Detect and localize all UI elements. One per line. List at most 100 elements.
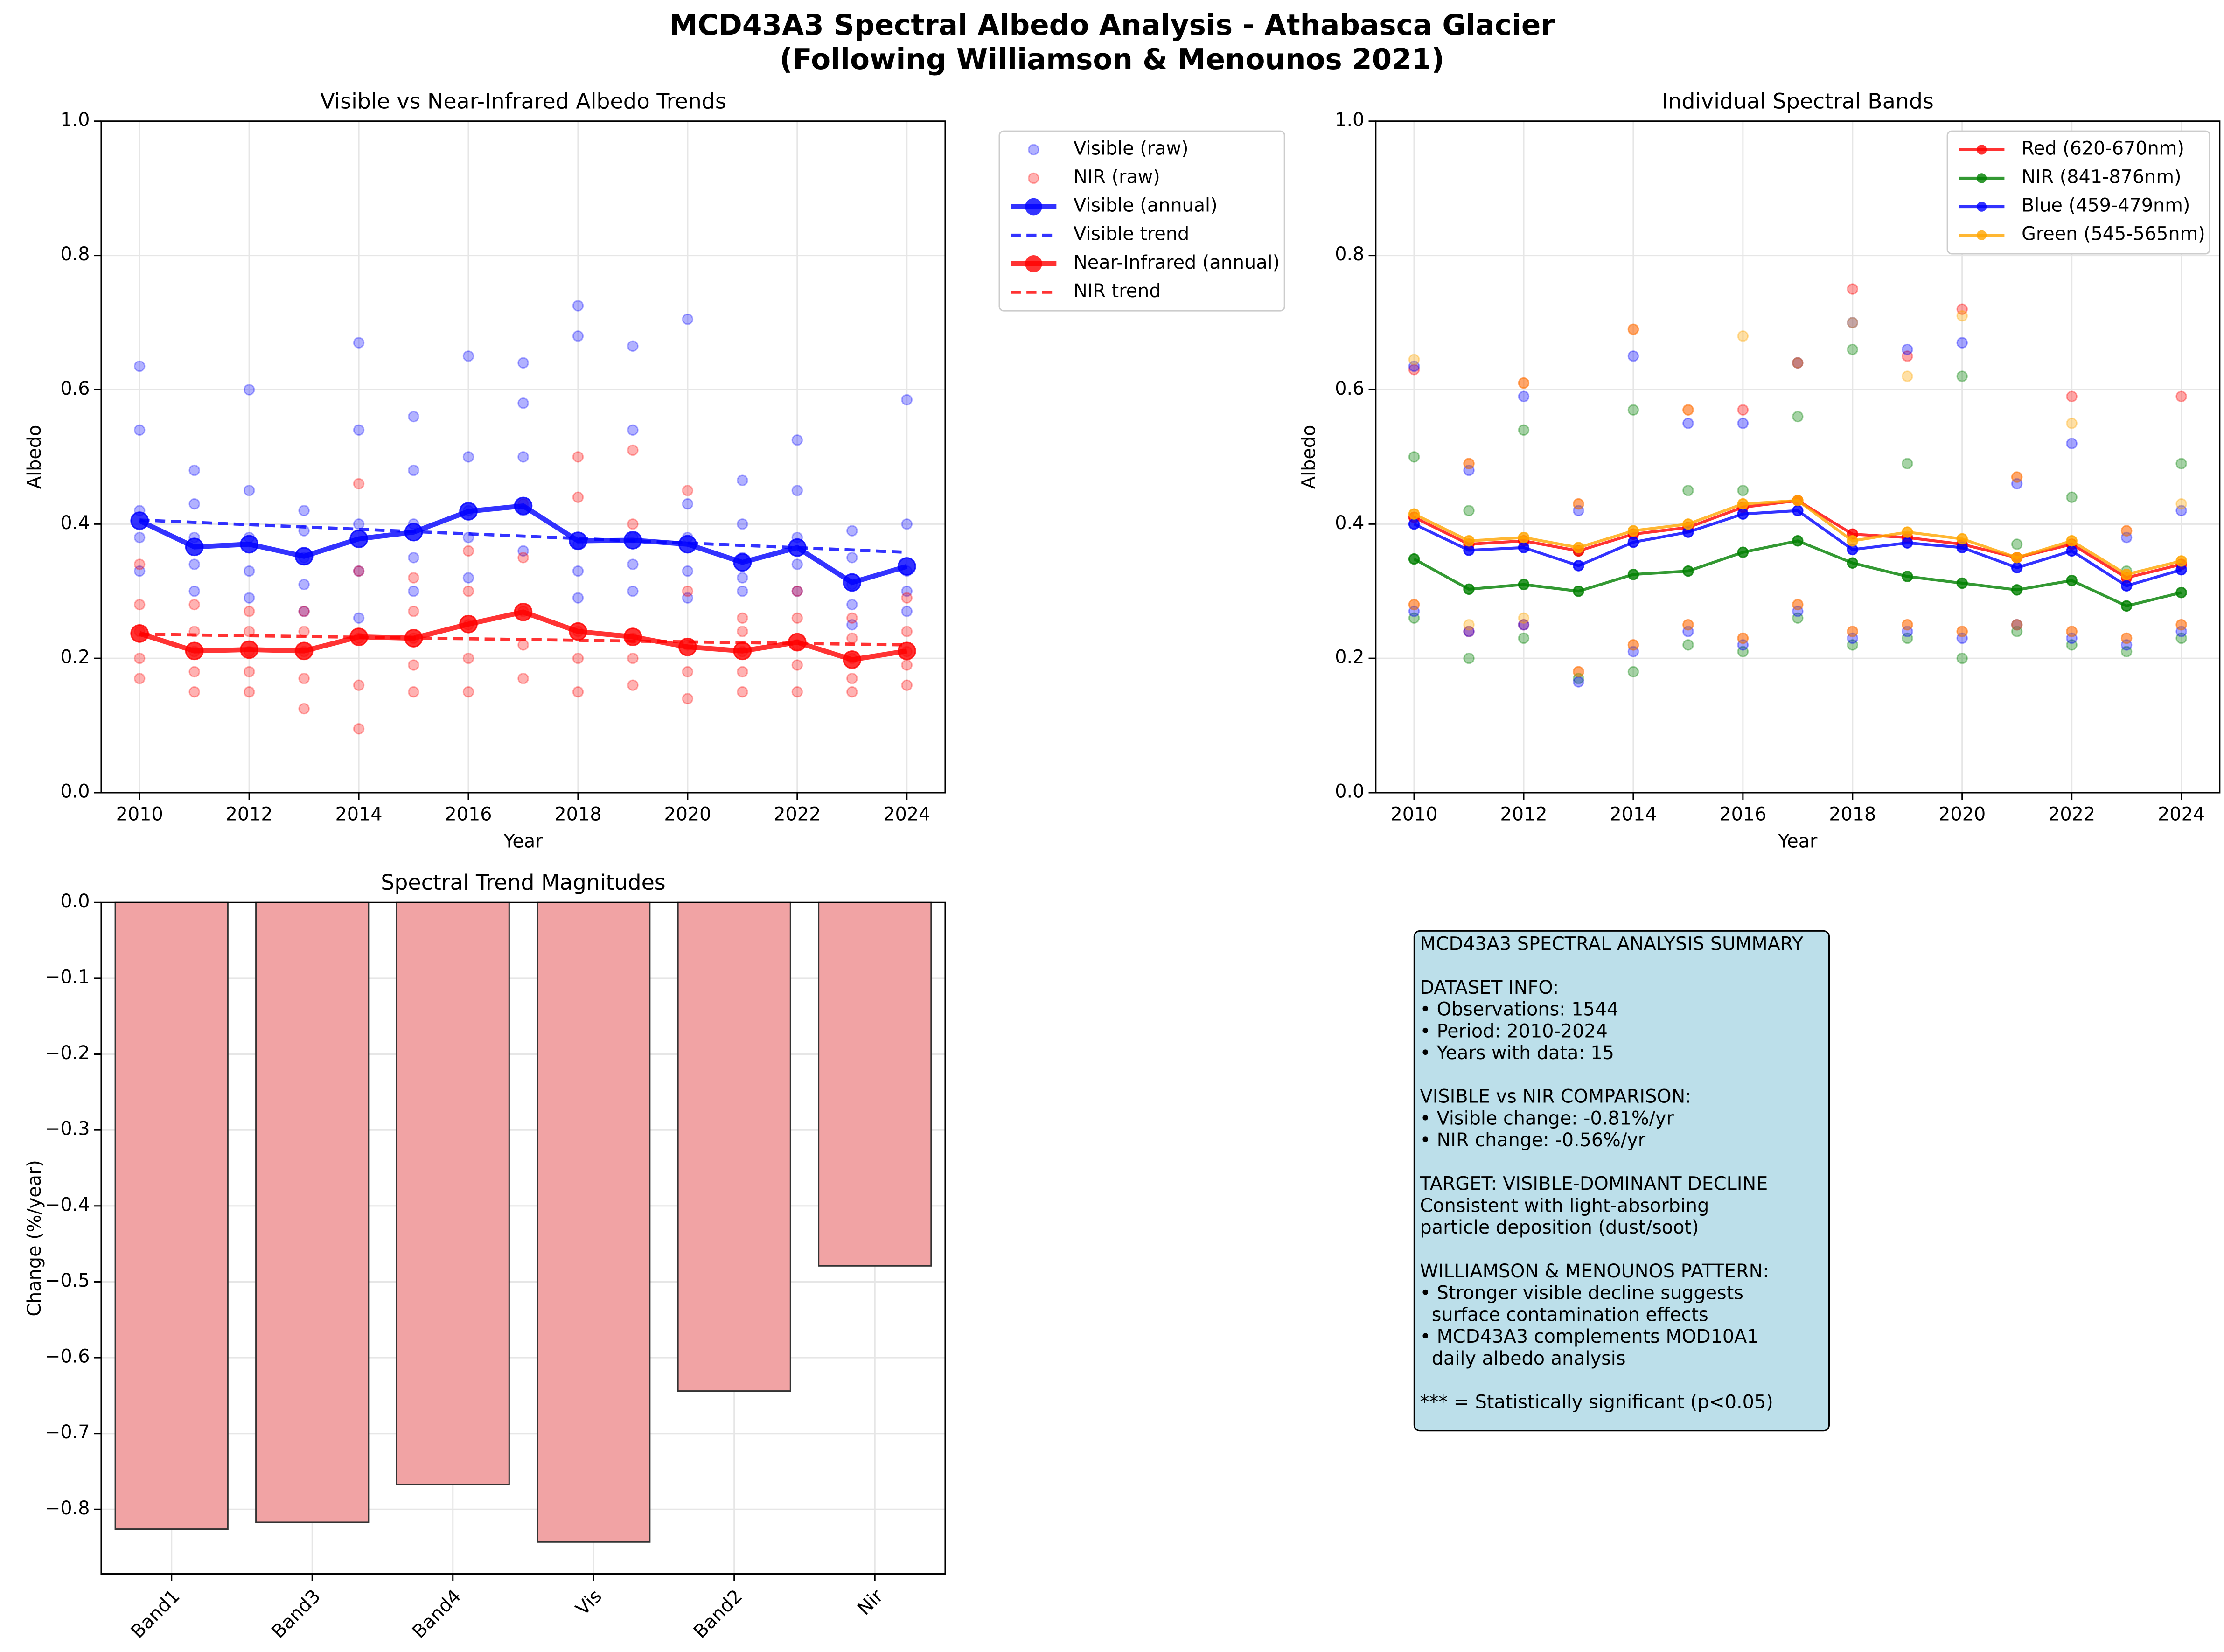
y-axis-label: Albedo bbox=[24, 425, 45, 489]
series-marker bbox=[1737, 508, 1749, 520]
series-marker bbox=[459, 502, 478, 521]
raw-point bbox=[2066, 626, 2078, 637]
raw-point bbox=[1627, 404, 1639, 416]
raw-point bbox=[188, 585, 200, 597]
raw-point bbox=[1408, 599, 1420, 611]
raw-point bbox=[682, 565, 694, 577]
raw-point bbox=[1627, 646, 1639, 657]
legend-label: NIR (841-876nm) bbox=[2022, 166, 2181, 188]
bar bbox=[396, 901, 510, 1485]
legend-symbol bbox=[1028, 144, 1039, 156]
raw-point bbox=[2011, 626, 2023, 637]
raw-point bbox=[1847, 639, 1859, 651]
x-tick-label: 2020 bbox=[1938, 803, 1986, 825]
raw-point bbox=[1627, 639, 1639, 651]
raw-point bbox=[2066, 491, 2078, 503]
raw-point bbox=[462, 585, 474, 597]
summary-line: *** = Statistically significant (p<0.05) bbox=[1420, 1391, 1773, 1413]
raw-point bbox=[353, 612, 365, 624]
raw-point bbox=[737, 686, 748, 698]
legend-symbol bbox=[1976, 230, 1987, 240]
raw-point bbox=[2011, 538, 2023, 550]
raw-point bbox=[572, 451, 584, 463]
raw-point bbox=[1902, 350, 1913, 362]
summary-line: • Period: 2010-2024 bbox=[1420, 1020, 1608, 1042]
raw-point bbox=[2175, 619, 2187, 631]
raw-point bbox=[1792, 357, 1804, 369]
raw-point bbox=[1573, 666, 1584, 678]
summary-line: particle deposition (dust/soot) bbox=[1420, 1217, 1699, 1238]
y-tick-label: 1.0 bbox=[1335, 109, 1364, 131]
series-marker bbox=[1847, 535, 1859, 547]
raw-point bbox=[133, 673, 146, 684]
raw-point bbox=[2011, 478, 2023, 490]
raw-point bbox=[1737, 418, 1749, 429]
series-marker bbox=[1573, 560, 1584, 572]
series-marker bbox=[240, 535, 259, 554]
series-marker bbox=[2120, 580, 2133, 592]
raw-point bbox=[188, 599, 200, 611]
raw-point bbox=[1408, 451, 1420, 463]
raw-point bbox=[2120, 646, 2133, 657]
x-tick-label: 2022 bbox=[774, 803, 821, 825]
raw-point bbox=[188, 464, 200, 476]
raw-point bbox=[1956, 370, 1968, 382]
x-tick-label: 2016 bbox=[1719, 803, 1766, 825]
raw-point bbox=[517, 673, 529, 684]
raw-point bbox=[1408, 360, 1420, 372]
panel-title: Individual Spectral Bands bbox=[1662, 89, 1934, 114]
raw-point bbox=[517, 545, 529, 557]
raw-point bbox=[1682, 404, 1694, 416]
series-marker bbox=[843, 650, 862, 669]
raw-point bbox=[133, 424, 146, 436]
raw-point bbox=[682, 693, 694, 704]
raw-point bbox=[408, 464, 419, 476]
series-marker bbox=[733, 641, 752, 661]
x-tick-label: 2022 bbox=[2048, 803, 2095, 825]
series-marker bbox=[1518, 579, 1530, 591]
series-marker bbox=[1956, 577, 1968, 589]
raw-point bbox=[1518, 390, 1530, 403]
y-tick-label: 0.2 bbox=[1335, 647, 1364, 668]
legend-label: NIR trend bbox=[1074, 280, 1161, 302]
y-tick-label: 0.0 bbox=[1335, 781, 1364, 802]
raw-point bbox=[2011, 471, 2023, 483]
raw-point bbox=[1737, 485, 1749, 496]
raw-point bbox=[572, 686, 584, 698]
raw-point bbox=[243, 606, 255, 617]
raw-point bbox=[462, 572, 474, 584]
raw-point bbox=[791, 612, 803, 624]
panel-title: Visible vs Near-Infrared Albedo Trends bbox=[320, 89, 726, 114]
raw-point bbox=[1573, 498, 1584, 510]
raw-point bbox=[1792, 606, 1804, 617]
summary-line: • Visible change: -0.81%/yr bbox=[1420, 1108, 1674, 1129]
x-tick-label: 2024 bbox=[2158, 803, 2205, 825]
legend-symbol bbox=[1976, 173, 1987, 183]
summary-line: • Observations: 1544 bbox=[1420, 999, 1619, 1020]
legend-symbol bbox=[1025, 198, 1042, 216]
raw-point bbox=[517, 451, 529, 463]
legend-label: Visible (annual) bbox=[1074, 195, 1218, 216]
raw-point bbox=[243, 686, 255, 698]
raw-point bbox=[243, 485, 255, 496]
raw-point bbox=[243, 565, 255, 577]
raw-point bbox=[791, 686, 803, 698]
raw-point bbox=[791, 585, 803, 597]
raw-point bbox=[1956, 626, 1968, 637]
raw-point bbox=[1902, 626, 1913, 637]
raw-point bbox=[2175, 390, 2187, 403]
raw-point bbox=[1408, 612, 1420, 624]
raw-point bbox=[1627, 323, 1639, 335]
raw-point bbox=[1956, 652, 1968, 664]
raw-point bbox=[1902, 458, 1913, 469]
raw-point bbox=[462, 652, 474, 664]
raw-point bbox=[737, 474, 748, 486]
series-marker bbox=[1573, 542, 1584, 553]
legend-symbol bbox=[1025, 255, 1042, 272]
raw-point bbox=[1737, 632, 1749, 644]
figure-subtitle: (Following Williamson & Menounos 2021) bbox=[780, 43, 1444, 76]
summary-line: MCD43A3 SPECTRAL ANALYSIS SUMMARY bbox=[1420, 933, 1804, 955]
raw-point bbox=[1408, 606, 1420, 617]
series-marker bbox=[897, 641, 916, 661]
